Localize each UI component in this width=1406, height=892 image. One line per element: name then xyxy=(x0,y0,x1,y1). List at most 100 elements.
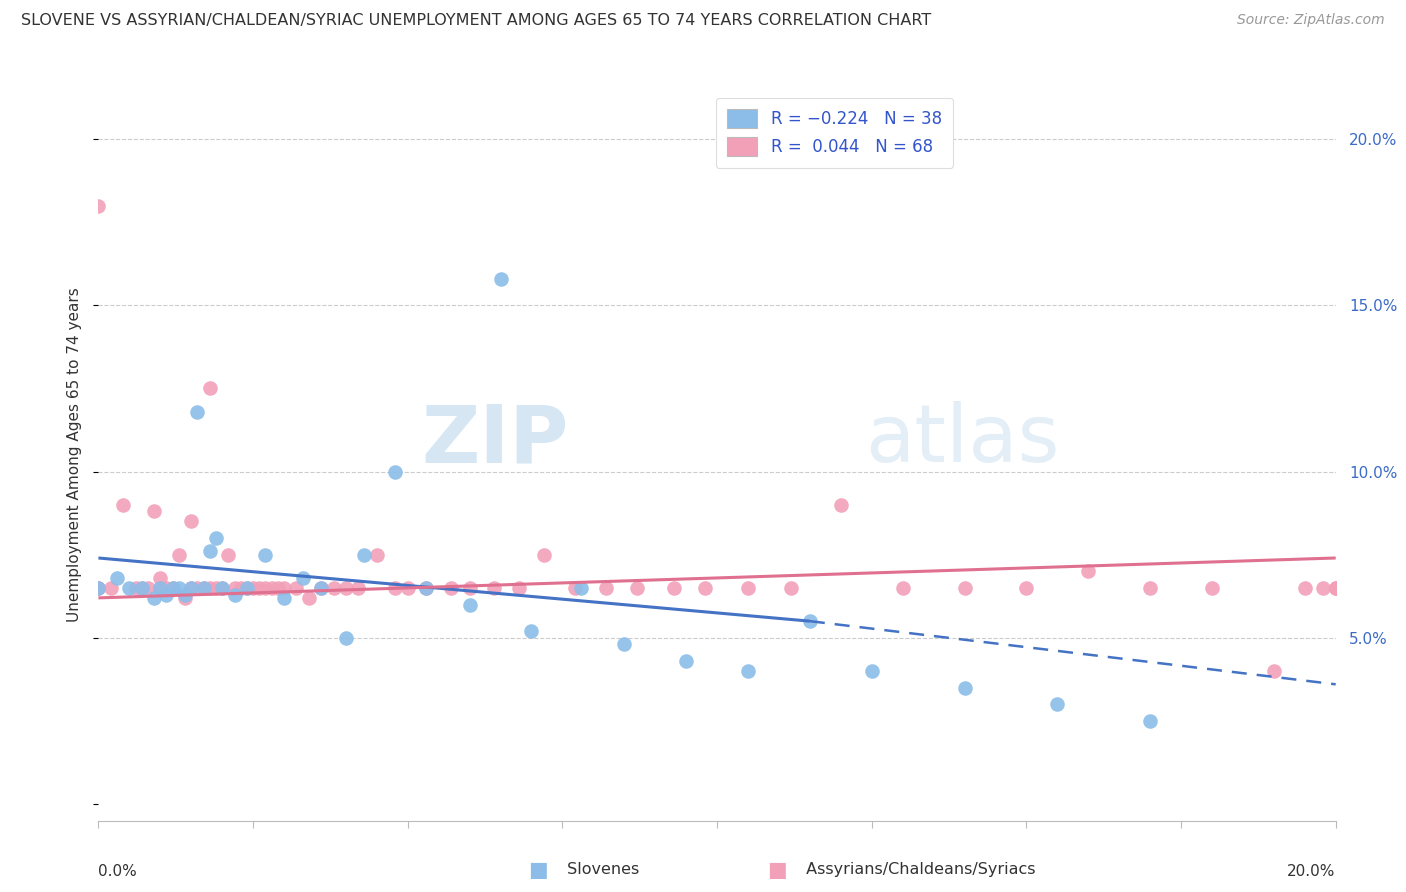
Point xyxy=(167,581,190,595)
Point xyxy=(780,581,803,595)
Point xyxy=(830,498,852,512)
Legend: R = −0.224   N = 38, R =  0.044   N = 68: R = −0.224 N = 38, R = 0.044 N = 68 xyxy=(716,97,953,168)
Point xyxy=(87,581,110,595)
Point xyxy=(737,581,759,595)
Point xyxy=(1077,564,1099,578)
Point xyxy=(198,544,221,558)
Point xyxy=(193,581,215,595)
Point xyxy=(143,504,166,518)
Point xyxy=(260,581,283,595)
Point xyxy=(458,581,481,595)
Point xyxy=(273,581,295,595)
Point xyxy=(860,664,883,678)
Point xyxy=(309,581,332,595)
Text: Source: ZipAtlas.com: Source: ZipAtlas.com xyxy=(1237,13,1385,28)
Point xyxy=(1294,581,1316,595)
Point xyxy=(236,581,259,595)
Text: ■: ■ xyxy=(768,860,787,880)
Point xyxy=(247,581,270,595)
Point xyxy=(675,654,697,668)
Point xyxy=(273,591,295,605)
Point xyxy=(309,581,332,595)
Point xyxy=(458,598,481,612)
Point xyxy=(384,465,406,479)
Point xyxy=(1015,581,1038,595)
Y-axis label: Unemployment Among Ages 65 to 74 years: Unemployment Among Ages 65 to 74 years xyxy=(67,287,83,623)
Point xyxy=(193,581,215,595)
Text: Slovenes: Slovenes xyxy=(562,863,640,877)
Point xyxy=(155,581,177,595)
Point xyxy=(205,581,228,595)
Point xyxy=(87,581,110,595)
Point xyxy=(155,588,177,602)
Point xyxy=(335,581,357,595)
Point xyxy=(186,405,208,419)
Point xyxy=(353,548,375,562)
Point xyxy=(440,581,463,595)
Point xyxy=(508,581,530,595)
Point xyxy=(87,198,110,212)
Point xyxy=(254,581,277,595)
Point xyxy=(87,581,110,595)
Point xyxy=(626,581,648,595)
Point xyxy=(162,581,184,595)
Point xyxy=(662,581,685,595)
Point xyxy=(415,581,437,595)
Point xyxy=(174,591,197,605)
Point xyxy=(322,581,344,595)
Point xyxy=(143,591,166,605)
Text: Assyrians/Chaldeans/Syriacs: Assyrians/Chaldeans/Syriacs xyxy=(801,863,1036,877)
Point xyxy=(298,591,321,605)
Point xyxy=(124,581,146,595)
Point xyxy=(569,581,592,595)
Point xyxy=(131,581,153,595)
Text: 0.0%: 0.0% xyxy=(98,863,138,879)
Point xyxy=(180,515,202,529)
Point xyxy=(489,271,512,285)
Point xyxy=(162,581,184,595)
Point xyxy=(217,548,239,562)
Point xyxy=(520,624,543,639)
Point xyxy=(131,581,153,595)
Point xyxy=(1312,581,1334,595)
Point xyxy=(693,581,716,595)
Point xyxy=(174,588,197,602)
Point xyxy=(149,581,172,595)
Point xyxy=(211,581,233,595)
Point xyxy=(953,581,976,595)
Point xyxy=(384,581,406,595)
Text: atlas: atlas xyxy=(866,401,1060,479)
Point xyxy=(180,581,202,595)
Point xyxy=(136,581,159,595)
Point xyxy=(415,581,437,595)
Point xyxy=(1201,581,1223,595)
Point xyxy=(1324,581,1347,595)
Point xyxy=(564,581,586,595)
Text: SLOVENE VS ASSYRIAN/CHALDEAN/SYRIAC UNEMPLOYMENT AMONG AGES 65 TO 74 YEARS CORRE: SLOVENE VS ASSYRIAN/CHALDEAN/SYRIAC UNEM… xyxy=(21,13,931,29)
Point xyxy=(224,588,246,602)
Point xyxy=(613,637,636,651)
Point xyxy=(335,631,357,645)
Point xyxy=(366,548,388,562)
Point xyxy=(484,581,506,595)
Point xyxy=(254,548,277,562)
Point xyxy=(105,571,128,585)
Point xyxy=(267,581,290,595)
Point xyxy=(229,581,252,595)
Point xyxy=(1046,698,1069,712)
Text: ZIP: ZIP xyxy=(422,401,568,479)
Point xyxy=(149,581,172,595)
Point xyxy=(396,581,419,595)
Point xyxy=(236,581,259,595)
Text: ■: ■ xyxy=(529,860,548,880)
Point xyxy=(1139,581,1161,595)
Point xyxy=(285,581,308,595)
Point xyxy=(198,381,221,395)
Point xyxy=(205,531,228,545)
Point xyxy=(167,548,190,562)
Point xyxy=(112,498,135,512)
Point xyxy=(180,581,202,595)
Point xyxy=(1139,714,1161,728)
Point xyxy=(347,581,370,595)
Point xyxy=(953,681,976,695)
